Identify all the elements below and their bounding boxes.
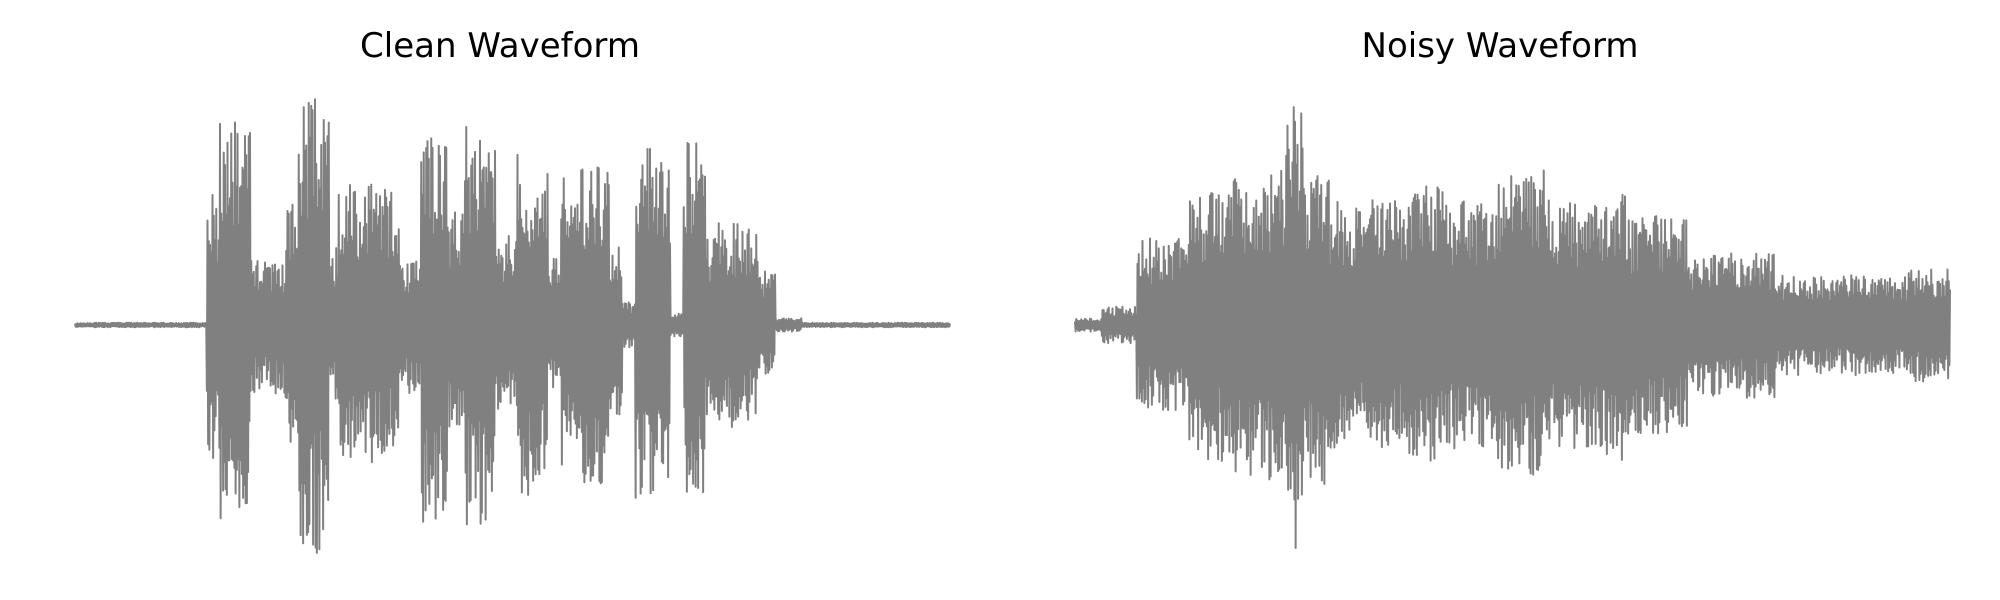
noisy-waveform-plot [1074,106,1951,549]
clean-waveform-plot [74,98,951,554]
chart-title-noisy: Noisy Waveform [1361,26,1639,66]
clean-waveform-panel: Clean Waveform [74,26,951,554]
clean-waveform-line [74,98,951,554]
noisy-waveform-line [1074,106,1951,549]
noisy-waveform-panel: Noisy Waveform [1000,0,2000,600]
chart-title-clean: Clean Waveform [360,26,640,66]
